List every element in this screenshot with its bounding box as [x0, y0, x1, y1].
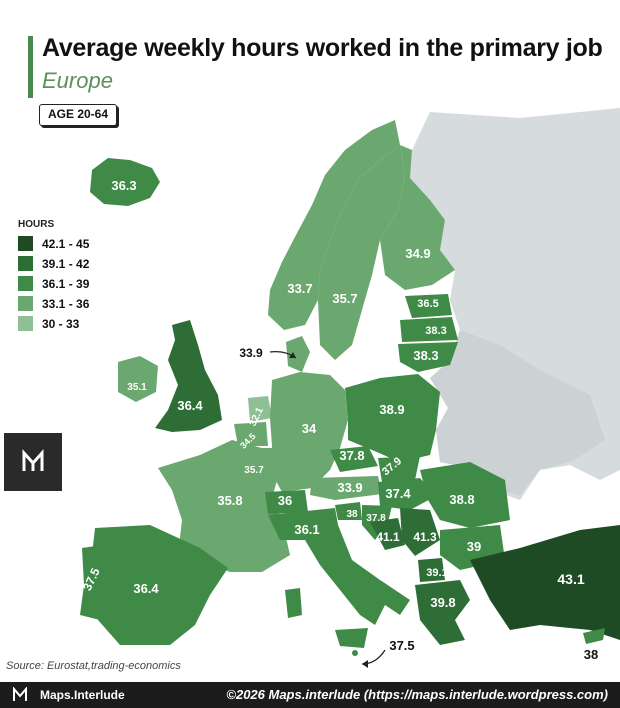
country-greece — [415, 580, 470, 645]
value-label-bulgaria: 39 — [467, 539, 481, 554]
value-label-croatia: 37.8 — [366, 513, 386, 524]
page-subtitle: Europe — [42, 68, 113, 93]
country-ireland — [118, 356, 158, 402]
legend-swatch — [18, 276, 33, 291]
country-switzerland — [265, 490, 308, 514]
country-france — [158, 440, 290, 572]
malta-arrowhead — [362, 660, 368, 668]
country-italy-sardinia — [285, 588, 302, 618]
country-north-macedonia — [418, 558, 445, 582]
legend-label: 30 - 33 — [42, 316, 80, 331]
value-label-luxembourg: 35.7 — [244, 465, 264, 476]
country-uk — [155, 320, 222, 432]
value-label-germany: 34 — [302, 421, 317, 436]
value-label-lithuania: 38.3 — [413, 348, 438, 363]
value-label-romania: 38.8 — [449, 492, 474, 507]
country-spain — [92, 525, 228, 645]
non-data-region-belarus-ukraine — [430, 330, 605, 495]
legend-item: 33.1 - 36 — [18, 296, 89, 311]
country-denmark — [286, 336, 310, 372]
footer-logo-icon — [13, 687, 27, 701]
legend-label: 39.1 - 42 — [42, 256, 90, 271]
country-italy-sicily — [335, 628, 368, 648]
source-note: Source: Eurostat,trading-economics — [6, 660, 181, 672]
title-accent-bar — [28, 36, 33, 98]
value-label-turkey: 43.1 — [557, 571, 584, 587]
value-label-spain: 36.4 — [133, 581, 159, 596]
value-label-sweden: 35.7 — [332, 291, 357, 306]
country-hungary — [378, 478, 436, 510]
legend-title: HOURS — [18, 219, 55, 230]
legend-item: 30 - 33 — [18, 316, 89, 331]
value-label-serbia: 41.3 — [413, 530, 437, 544]
legend-swatch — [18, 296, 33, 311]
country-estonia — [405, 294, 452, 318]
value-label-estonia: 36.5 — [417, 298, 438, 310]
country-latvia — [400, 317, 458, 342]
country-slovakia — [378, 456, 420, 482]
value-label-slovenia: 38 — [346, 509, 358, 520]
value-label-hungary: 37.4 — [385, 486, 411, 501]
country-germany — [270, 372, 348, 492]
legend-swatch — [18, 236, 33, 251]
value-label-poland: 38.9 — [379, 402, 404, 417]
value-label-iceland: 36.3 — [111, 178, 136, 193]
country-portugal — [80, 545, 108, 620]
country-italy — [268, 508, 410, 625]
value-label-latvia: 38.3 — [425, 325, 446, 337]
country-czechia — [330, 446, 378, 472]
country-serbia — [400, 508, 440, 556]
age-badge: AGE 20-64 — [39, 104, 118, 126]
denmark-arrowhead — [289, 352, 296, 358]
legend-item: 39.1 - 42 — [18, 256, 89, 271]
country-cyprus — [583, 628, 605, 644]
country-turkey — [470, 525, 620, 640]
value-label-united-kingdom: 36.4 — [177, 398, 203, 413]
logo-m-icon — [22, 449, 44, 471]
value-label-greece: 39.8 — [430, 595, 455, 610]
value-label-czechia: 37.8 — [339, 448, 364, 463]
value-label-italy: 36.1 — [294, 522, 319, 537]
value-label-switzerland: 36 — [278, 493, 292, 508]
footer: Maps.Interlude ©2026 Maps.interlude (htt… — [0, 682, 620, 708]
footer-brand: Maps.Interlude — [40, 688, 125, 702]
country-austria — [310, 476, 382, 500]
legend-item: 42.1 - 45 — [18, 236, 89, 251]
footer-copyright: ©2026 Maps.interlude (https://maps.inter… — [226, 687, 608, 702]
europe-map: 36.3 33.7 35.7 34.9 36.5 38.3 38.3 33.9 35.1 36.4… — [80, 108, 620, 668]
value-label-bosnia-and-herzegovina: 41.1 — [376, 530, 400, 544]
value-label-france: 35.8 — [217, 493, 242, 508]
logo-box — [4, 433, 62, 491]
page-title: Average weekly hours worked in the prima… — [42, 34, 603, 62]
country-luxembourg — [262, 448, 272, 460]
legend-item: 36.1 - 39 — [18, 276, 89, 291]
value-label-norway: 33.7 — [287, 281, 312, 296]
country-belgium — [234, 422, 268, 446]
country-lithuania — [398, 342, 458, 372]
country-poland — [345, 374, 440, 462]
country-malta — [352, 650, 358, 656]
value-label-austria: 33.9 — [337, 480, 362, 495]
value-label-finland: 34.9 — [405, 246, 430, 261]
value-label-north-macedonia: 39.1 — [426, 567, 447, 579]
country-norway — [268, 120, 400, 330]
country-sweden — [318, 145, 405, 360]
value-label-malta: 37.5 — [389, 638, 414, 653]
country-netherlands — [248, 396, 272, 422]
country-iceland — [90, 158, 160, 206]
legend-swatch — [18, 256, 33, 271]
country-bosnia — [370, 518, 405, 550]
country-romania — [420, 462, 510, 528]
country-slovenia — [335, 502, 362, 520]
legend-label: 36.1 - 39 — [42, 276, 90, 291]
legend: HOURS 42.1 - 45 39.1 - 42 36.1 - 39 33.1 - … — [18, 219, 89, 336]
country-finland — [380, 145, 455, 290]
value-label-ireland: 35.1 — [127, 382, 147, 393]
value-label-denmark: 33.9 — [239, 346, 263, 360]
value-label-cyprus: 38 — [584, 647, 598, 662]
legend-label: 42.1 - 45 — [42, 236, 90, 251]
legend-label: 33.1 - 36 — [42, 296, 90, 311]
legend-swatch — [18, 316, 33, 331]
